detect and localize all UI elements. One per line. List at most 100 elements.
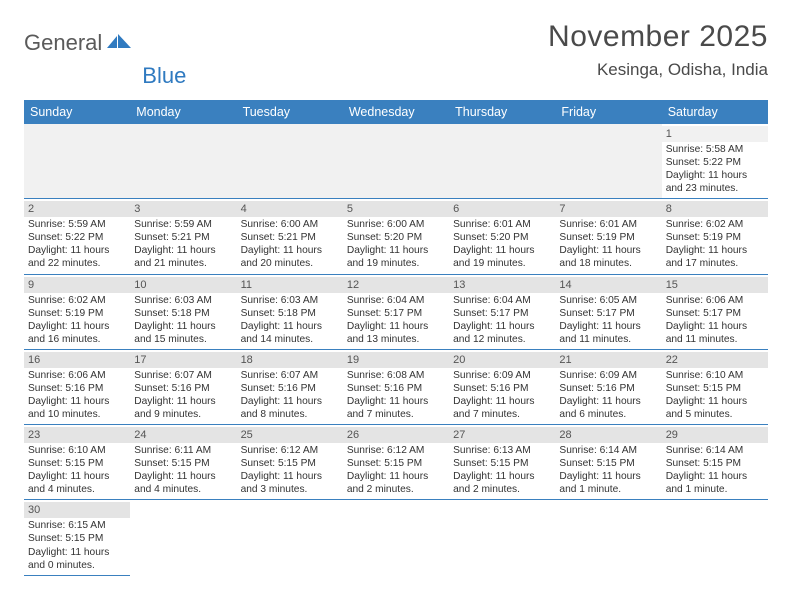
day-cell: 19Sunrise: 6:08 AMSunset: 5:16 PMDayligh…: [343, 350, 449, 425]
sunset-text: Sunset: 5:15 PM: [666, 457, 764, 470]
daylight-text: Daylight: 11 hours and 20 minutes.: [241, 244, 339, 270]
sunset-text: Sunset: 5:17 PM: [453, 307, 551, 320]
day-cell: 20Sunrise: 6:09 AMSunset: 5:16 PMDayligh…: [449, 350, 555, 425]
empty-cell: [555, 124, 661, 199]
day-info: Sunrise: 6:04 AMSunset: 5:17 PMDaylight:…: [453, 294, 551, 346]
location: Kesinga, Odisha, India: [548, 60, 768, 80]
day-info: Sunrise: 6:09 AMSunset: 5:16 PMDaylight:…: [453, 369, 551, 421]
flag-icon: [107, 32, 133, 55]
sunrise-text: Sunrise: 6:09 AM: [453, 369, 551, 382]
day-number: 3: [130, 201, 236, 217]
sunrise-text: Sunrise: 6:03 AM: [134, 294, 232, 307]
weekday-thu: Thursday: [449, 100, 555, 124]
day-info: Sunrise: 6:10 AMSunset: 5:15 PMDaylight:…: [28, 444, 126, 496]
day-info: Sunrise: 6:15 AMSunset: 5:15 PMDaylight:…: [28, 519, 126, 571]
calendar: Sunday Monday Tuesday Wednesday Thursday…: [24, 100, 768, 576]
daylight-text: Daylight: 11 hours and 7 minutes.: [453, 395, 551, 421]
daylight-text: Daylight: 11 hours and 5 minutes.: [666, 395, 764, 421]
day-number: 14: [555, 277, 661, 293]
day-info: Sunrise: 6:12 AMSunset: 5:15 PMDaylight:…: [241, 444, 339, 496]
week-row: 16Sunrise: 6:06 AMSunset: 5:16 PMDayligh…: [24, 350, 768, 425]
day-number: 26: [343, 427, 449, 443]
day-cell: 8Sunrise: 6:02 AMSunset: 5:19 PMDaylight…: [662, 199, 768, 274]
weekday-fri: Friday: [555, 100, 661, 124]
day-cell: 4Sunrise: 6:00 AMSunset: 5:21 PMDaylight…: [237, 199, 343, 274]
sunset-text: Sunset: 5:16 PM: [28, 382, 126, 395]
day-number: 17: [130, 352, 236, 368]
day-number: 12: [343, 277, 449, 293]
sunset-text: Sunset: 5:15 PM: [28, 532, 126, 545]
weekday-tue: Tuesday: [237, 100, 343, 124]
weekday-sat: Saturday: [662, 100, 768, 124]
day-cell: 5Sunrise: 6:00 AMSunset: 5:20 PMDaylight…: [343, 199, 449, 274]
sunset-text: Sunset: 5:16 PM: [453, 382, 551, 395]
sunset-text: Sunset: 5:15 PM: [28, 457, 126, 470]
day-cell: 30Sunrise: 6:15 AMSunset: 5:15 PMDayligh…: [24, 500, 130, 575]
sunrise-text: Sunrise: 6:15 AM: [28, 519, 126, 532]
sunset-text: Sunset: 5:20 PM: [347, 231, 445, 244]
day-number: 16: [24, 352, 130, 368]
day-info: Sunrise: 5:59 AMSunset: 5:22 PMDaylight:…: [28, 218, 126, 270]
sunset-text: Sunset: 5:15 PM: [347, 457, 445, 470]
day-info: Sunrise: 6:05 AMSunset: 5:17 PMDaylight:…: [559, 294, 657, 346]
day-info: Sunrise: 6:01 AMSunset: 5:20 PMDaylight:…: [453, 218, 551, 270]
sunset-text: Sunset: 5:17 PM: [347, 307, 445, 320]
day-cell: 18Sunrise: 6:07 AMSunset: 5:16 PMDayligh…: [237, 350, 343, 425]
day-cell: 26Sunrise: 6:12 AMSunset: 5:15 PMDayligh…: [343, 425, 449, 500]
sunset-text: Sunset: 5:15 PM: [241, 457, 339, 470]
day-info: Sunrise: 6:11 AMSunset: 5:15 PMDaylight:…: [134, 444, 232, 496]
sunrise-text: Sunrise: 6:05 AM: [559, 294, 657, 307]
sunrise-text: Sunrise: 6:14 AM: [559, 444, 657, 457]
sunset-text: Sunset: 5:16 PM: [559, 382, 657, 395]
daylight-text: Daylight: 11 hours and 19 minutes.: [453, 244, 551, 270]
day-cell: 23Sunrise: 6:10 AMSunset: 5:15 PMDayligh…: [24, 425, 130, 500]
day-number: 30: [24, 502, 130, 518]
daylight-text: Daylight: 11 hours and 21 minutes.: [134, 244, 232, 270]
sunrise-text: Sunrise: 6:10 AM: [666, 369, 764, 382]
sunset-text: Sunset: 5:21 PM: [134, 231, 232, 244]
day-cell: 2Sunrise: 5:59 AMSunset: 5:22 PMDaylight…: [24, 199, 130, 274]
day-number: 21: [555, 352, 661, 368]
day-number: 22: [662, 352, 768, 368]
sunrise-text: Sunrise: 6:06 AM: [666, 294, 764, 307]
empty-cell: [130, 124, 236, 199]
day-info: Sunrise: 6:03 AMSunset: 5:18 PMDaylight:…: [241, 294, 339, 346]
day-number: 10: [130, 277, 236, 293]
daylight-text: Daylight: 11 hours and 15 minutes.: [134, 320, 232, 346]
day-number: 28: [555, 427, 661, 443]
day-info: Sunrise: 6:13 AMSunset: 5:15 PMDaylight:…: [453, 444, 551, 496]
day-cell: 28Sunrise: 6:14 AMSunset: 5:15 PMDayligh…: [555, 425, 661, 500]
empty-cell: [449, 500, 555, 575]
sunrise-text: Sunrise: 6:04 AM: [347, 294, 445, 307]
title-block: November 2025 Kesinga, Odisha, India: [548, 20, 768, 80]
empty-cell: [237, 500, 343, 575]
day-cell: 29Sunrise: 6:14 AMSunset: 5:15 PMDayligh…: [662, 425, 768, 500]
day-number: 23: [24, 427, 130, 443]
daylight-text: Daylight: 11 hours and 10 minutes.: [28, 395, 126, 421]
sunset-text: Sunset: 5:15 PM: [559, 457, 657, 470]
daylight-text: Daylight: 11 hours and 4 minutes.: [28, 470, 126, 496]
sunrise-text: Sunrise: 6:12 AM: [241, 444, 339, 457]
day-number: 4: [237, 201, 343, 217]
day-info: Sunrise: 6:02 AMSunset: 5:19 PMDaylight:…: [28, 294, 126, 346]
daylight-text: Daylight: 11 hours and 7 minutes.: [347, 395, 445, 421]
day-info: Sunrise: 6:10 AMSunset: 5:15 PMDaylight:…: [666, 369, 764, 421]
daylight-text: Daylight: 11 hours and 14 minutes.: [241, 320, 339, 346]
empty-cell: [662, 500, 768, 575]
sunset-text: Sunset: 5:20 PM: [453, 231, 551, 244]
day-info: Sunrise: 6:08 AMSunset: 5:16 PMDaylight:…: [347, 369, 445, 421]
day-cell: 13Sunrise: 6:04 AMSunset: 5:17 PMDayligh…: [449, 275, 555, 350]
day-number: 29: [662, 427, 768, 443]
sunrise-text: Sunrise: 6:00 AM: [241, 218, 339, 231]
sunset-text: Sunset: 5:18 PM: [241, 307, 339, 320]
sunrise-text: Sunrise: 5:59 AM: [134, 218, 232, 231]
empty-cell: [343, 500, 449, 575]
day-number: 15: [662, 277, 768, 293]
sunrise-text: Sunrise: 6:00 AM: [347, 218, 445, 231]
sunset-text: Sunset: 5:22 PM: [666, 156, 764, 169]
week-row: 30Sunrise: 6:15 AMSunset: 5:15 PMDayligh…: [24, 500, 768, 575]
day-info: Sunrise: 6:06 AMSunset: 5:16 PMDaylight:…: [28, 369, 126, 421]
daylight-text: Daylight: 11 hours and 2 minutes.: [453, 470, 551, 496]
sunrise-text: Sunrise: 6:06 AM: [28, 369, 126, 382]
day-cell: 24Sunrise: 6:11 AMSunset: 5:15 PMDayligh…: [130, 425, 236, 500]
